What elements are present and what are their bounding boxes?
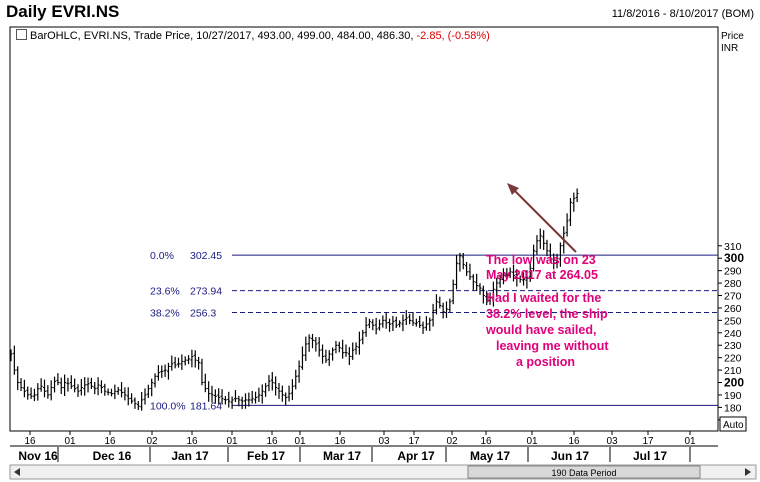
fib-level-value: 181.64 bbox=[190, 400, 222, 412]
annotation-arrowhead bbox=[507, 183, 519, 195]
price-tick-label: 180 bbox=[724, 402, 742, 414]
legend-change: -2.85, (-0.58%) bbox=[416, 30, 490, 42]
chart-title: Daily EVRI.NS bbox=[6, 2, 120, 21]
day-tick-label: 16 bbox=[334, 436, 346, 447]
annotation-line-2: May 2017 at 264.05 bbox=[486, 268, 598, 282]
price-tick-label: 190 bbox=[724, 390, 742, 402]
day-tick-label: 17 bbox=[642, 436, 654, 447]
price-tick-label: 240 bbox=[724, 328, 742, 340]
month-label: Feb 17 bbox=[247, 449, 285, 463]
fib-level-value: 302.45 bbox=[190, 250, 222, 262]
month-label: Apr 17 bbox=[397, 449, 435, 463]
time-axis: 16 01 16 02 16 01 16 01 16 03 17 02 16 01 16 03 17 01 Nov … bbox=[10, 431, 718, 463]
price-tick-label: 250 bbox=[724, 315, 742, 327]
month-label: Jul 17 bbox=[633, 449, 667, 463]
ohlc-bars bbox=[10, 188, 579, 411]
annotation-arrow bbox=[509, 185, 577, 253]
fib-level-percent: 23.6% bbox=[150, 286, 180, 298]
scroll-right-icon[interactable] bbox=[745, 468, 751, 476]
date-range: 11/8/2016 - 8/10/2017 (BOM) bbox=[611, 8, 754, 20]
day-tick-label: 01 bbox=[294, 436, 306, 447]
annotation-line-1: The low was on 23 bbox=[486, 253, 596, 267]
day-tick-label: 16 bbox=[266, 436, 278, 447]
day-tick-label: 16 bbox=[186, 436, 198, 447]
price-axis: Price INR 170180190200210220230240250260… bbox=[718, 31, 744, 427]
price-axis-label: Price bbox=[721, 31, 744, 42]
month-label: Jan 17 bbox=[171, 449, 209, 463]
price-tick-label: 230 bbox=[724, 340, 742, 352]
month-label: Jun 17 bbox=[551, 449, 589, 463]
month-label: May 17 bbox=[470, 449, 510, 463]
fibonacci-levels: 0.0% 302.45 23.6% 273.94 38.2% 256.3 100.0% 181… bbox=[150, 250, 718, 412]
auto-scale-label: Auto bbox=[723, 420, 744, 431]
fib-level-value: 256.3 bbox=[190, 308, 216, 320]
annotation-text: The low was on 23 May 2017 at 264.05 Had… bbox=[485, 253, 609, 369]
price-tick-label: 280 bbox=[724, 278, 742, 290]
price-tick-label: 210 bbox=[724, 365, 742, 377]
day-tick-label: 16 bbox=[24, 436, 36, 447]
fib-level-percent: 38.2% bbox=[150, 308, 180, 320]
plot-area bbox=[9, 26, 719, 432]
price-tick-label: 270 bbox=[724, 291, 742, 303]
fib-level-percent: 100.0% bbox=[150, 400, 186, 412]
auto-scale-button[interactable] bbox=[719, 416, 747, 432]
data-period-label: 190 Data Period bbox=[551, 468, 616, 478]
ohlc-icon[interactable] bbox=[16, 29, 27, 40]
series-legend: BarOHLC, EVRI.NS, Trade Price, 10/27/201… bbox=[16, 29, 490, 42]
day-tick-label: 02 bbox=[146, 436, 158, 447]
price-tick-label: 260 bbox=[724, 303, 742, 315]
day-tick-label: 03 bbox=[606, 436, 618, 447]
legend-text: BarOHLC, EVRI.NS, Trade Price, 10/27/201… bbox=[30, 30, 414, 42]
annotation-line-5: would have sailed, bbox=[485, 323, 596, 337]
day-tick-label: 17 bbox=[408, 436, 420, 447]
unit-label: INR bbox=[721, 43, 738, 54]
day-tick-label: 01 bbox=[64, 436, 76, 447]
annotation-line-4: 38.2% level, the ship bbox=[486, 307, 608, 321]
day-tick-label: 16 bbox=[480, 436, 492, 447]
price-tick-label: 220 bbox=[724, 353, 742, 365]
day-tick-label: 01 bbox=[526, 436, 538, 447]
annotation-line-7: a position bbox=[516, 355, 575, 369]
scrollbar[interactable]: 190 Data Period bbox=[9, 464, 757, 480]
fib-level-value: 273.94 bbox=[190, 286, 222, 298]
price-tick-label: 310 bbox=[724, 241, 742, 253]
day-tick-label: 16 bbox=[104, 436, 116, 447]
day-tick-label: 16 bbox=[568, 436, 580, 447]
annotation-line-3: Had I waited for the bbox=[486, 291, 601, 305]
annotation-line-6: leaving me without bbox=[496, 339, 609, 353]
month-label: Nov 16 bbox=[18, 449, 58, 463]
price-tick-label: 200 bbox=[724, 376, 744, 390]
day-tick-label: 01 bbox=[226, 436, 238, 447]
day-tick-label: 02 bbox=[446, 436, 458, 447]
fib-level-percent: 0.0% bbox=[150, 250, 174, 262]
scroll-left-icon[interactable] bbox=[14, 468, 20, 476]
price-tick-label: 300 bbox=[724, 251, 744, 265]
day-tick-label: 03 bbox=[378, 436, 390, 447]
day-tick-label: 01 bbox=[684, 436, 696, 447]
price-tick-label: 290 bbox=[724, 266, 742, 278]
month-label: Mar 17 bbox=[323, 449, 361, 463]
month-label: Dec 16 bbox=[93, 449, 132, 463]
